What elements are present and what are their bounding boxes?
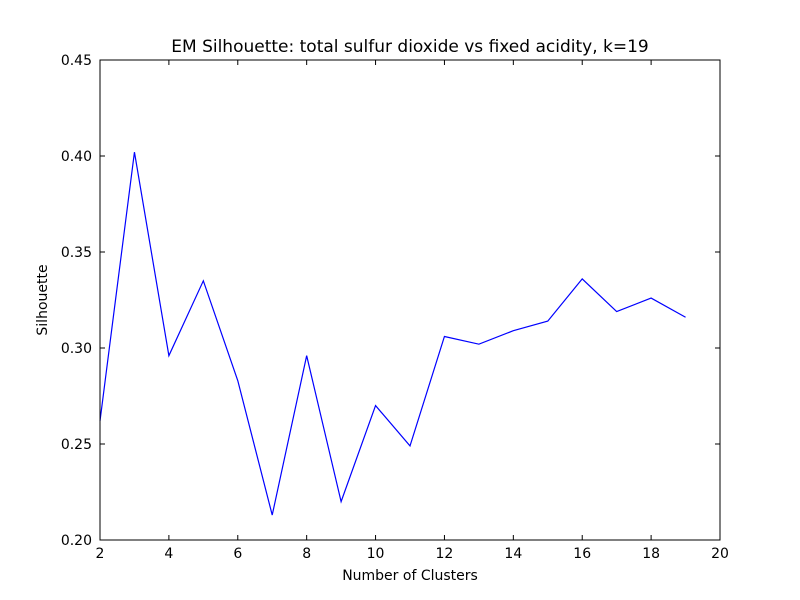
x-tick-label: 14 (504, 546, 522, 562)
series-line-0 (99, 152, 686, 516)
data-point (443, 335, 446, 338)
y-tick-label: 0.45 (61, 53, 92, 69)
data-point (236, 379, 239, 382)
x-tick-label: 18 (642, 546, 660, 562)
data-point (615, 310, 618, 313)
data-point (546, 320, 549, 323)
data-point (650, 297, 653, 300)
data-point (271, 514, 274, 517)
plot-area (99, 59, 721, 541)
data-point (202, 279, 205, 282)
data-point (167, 354, 170, 357)
y-tick-label: 0.40 (61, 149, 92, 165)
x-tick-label: 6 (233, 546, 242, 562)
x-tick-label: 2 (96, 546, 105, 562)
x-axis-label: Number of Clusters (342, 568, 478, 584)
x-tick-label: 16 (573, 546, 591, 562)
data-point (512, 329, 515, 332)
data-point (340, 500, 343, 503)
y-tick-label: 0.25 (61, 437, 92, 453)
data-point (684, 316, 687, 319)
x-axis-ticks: 2 4 6 8 10 12 14 16 18 20 (96, 60, 729, 562)
data-point (409, 444, 412, 447)
data-point (133, 151, 136, 154)
y-axis-label: Silhouette (35, 264, 51, 335)
axes-frame (99, 59, 721, 541)
y-tick-label: 0.20 (61, 533, 92, 549)
y-axis-ticks: 0.20 0.25 0.30 0.35 0.40 0.45 (61, 53, 720, 549)
x-tick-label: 12 (436, 546, 454, 562)
data-point (305, 354, 308, 357)
y-tick-label: 0.30 (61, 341, 92, 357)
x-tick-label: 20 (711, 546, 729, 562)
x-tick-label: 4 (164, 546, 173, 562)
data-point (581, 277, 584, 280)
x-tick-label: 8 (302, 546, 311, 562)
data-point (374, 404, 377, 407)
data-point (477, 343, 480, 346)
chart-title: EM Silhouette: total sulfur dioxide vs f… (171, 37, 648, 57)
x-tick-label: 10 (367, 546, 385, 562)
y-tick-label: 0.35 (61, 245, 92, 261)
